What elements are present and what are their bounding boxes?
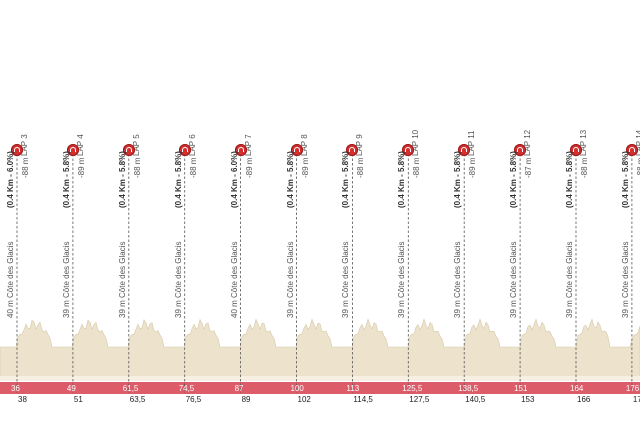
km-top: 89 bbox=[241, 395, 251, 404]
altitude-label: -87 m bbox=[524, 157, 534, 178]
climb-pin-icon bbox=[66, 144, 79, 156]
climb-pin-icon bbox=[514, 144, 527, 156]
climb-stats: (0.4 Km - 5.8%) bbox=[173, 151, 183, 208]
altitude-label: -88 m bbox=[188, 157, 198, 178]
km-start: 100 bbox=[290, 384, 304, 393]
climb-name: 39 m Côte des Glacis bbox=[453, 241, 463, 318]
altitude-label: -89 m bbox=[468, 157, 478, 178]
terrain-profile bbox=[0, 318, 640, 381]
km-start: 36 bbox=[11, 384, 20, 393]
climb-pin-icon bbox=[458, 144, 471, 156]
climb-pin-icon bbox=[11, 144, 23, 156]
altitude-label: -88 m bbox=[21, 157, 30, 178]
km-start: 87 bbox=[234, 384, 244, 393]
climb-stats: (0.4 Km - 5.8%) bbox=[620, 151, 630, 208]
km-top: 102 bbox=[297, 395, 311, 404]
km-top: 38 bbox=[18, 395, 27, 404]
climb-pin-icon bbox=[570, 144, 582, 156]
km-start: 176,5 bbox=[625, 384, 640, 393]
km-top: 114,5 bbox=[353, 395, 373, 404]
km-top: 63,5 bbox=[129, 395, 146, 404]
climb-stats: (0.4 Km - 6.0%) bbox=[229, 151, 239, 208]
climb-pin-icon bbox=[402, 144, 415, 156]
climb-stats: (0.4 Km - 6.0%) bbox=[6, 151, 15, 208]
climb-stats: (0.4 Km - 5.8%) bbox=[285, 151, 295, 208]
terrain-base-strip bbox=[0, 376, 640, 380]
climb-pin-icon bbox=[290, 144, 303, 156]
altitude-label: -88 m bbox=[356, 157, 366, 178]
altitude-label: -89 m bbox=[76, 157, 86, 178]
climb-name: 39 m Côte des Glacis bbox=[173, 241, 183, 318]
climb-stats: (0.4 Km - 5.8%) bbox=[397, 151, 407, 208]
km-start: 113 bbox=[346, 384, 360, 393]
climb-name: 39 m Côte des Glacis bbox=[117, 241, 127, 318]
climb-name: 39 m Côte des Glacis bbox=[285, 241, 295, 318]
climb-stats: (0.4 Km - 5.8%) bbox=[341, 151, 351, 208]
climb-name: 40 m Côte des Glacis bbox=[229, 241, 239, 318]
climb-pin-icon bbox=[346, 144, 359, 156]
km-start: 125,5 bbox=[402, 384, 423, 393]
climb-stats: (0.4 Km - 5.8%) bbox=[61, 151, 71, 208]
km-start: 164 bbox=[570, 384, 584, 393]
climb-pin-icon bbox=[178, 144, 191, 156]
climb-stats: (0.4 Km - 5.8%) bbox=[565, 151, 574, 208]
km-top: 140,5 bbox=[465, 395, 486, 404]
km-start: 74,5 bbox=[178, 384, 195, 393]
climb-pin-icon bbox=[122, 144, 135, 156]
km-start: 49 bbox=[66, 384, 76, 393]
altitude-label: -88 m bbox=[132, 157, 142, 178]
climb-pin-icon bbox=[625, 144, 638, 156]
km-top: 166 bbox=[577, 395, 591, 404]
climb-name: 39 m Côte des Glacis bbox=[509, 241, 519, 318]
climb-stats: (0.4 Km - 5.8%) bbox=[117, 151, 127, 208]
climb-name: 39 m Côte des Glacis bbox=[341, 241, 351, 318]
km-top: 127,5 bbox=[409, 395, 430, 404]
distance-band bbox=[0, 382, 640, 394]
climb-name: 39 m Côte des Glacis bbox=[397, 241, 407, 318]
km-top: 76,5 bbox=[185, 395, 202, 404]
altitude-label: -88 m bbox=[580, 157, 589, 178]
climb-name: 39 m Côte des Glacis bbox=[565, 241, 574, 318]
climb-stats: (0.4 Km - 5.8%) bbox=[509, 151, 519, 208]
km-top: 51 bbox=[73, 395, 83, 404]
altitude-label: -89 m bbox=[300, 157, 310, 178]
climb-stats: (0.4 Km - 5.8%) bbox=[453, 151, 463, 208]
climb-name: 40 m Côte des Glacis bbox=[6, 241, 15, 318]
km-start: 61,5 bbox=[122, 384, 139, 393]
km-start: 151 bbox=[514, 384, 528, 393]
km-top: 153 bbox=[521, 395, 535, 404]
climb-name: 39 m Côte des Glacis bbox=[620, 241, 630, 318]
altitude-label: -88 m bbox=[412, 157, 422, 178]
km-start: 138,5 bbox=[458, 384, 479, 393]
altitude-label: -89 m bbox=[244, 157, 254, 178]
km-top: 178,5 bbox=[632, 395, 640, 404]
altitude-label: -88 m bbox=[635, 158, 640, 178]
climb-name: 39 m Côte des Glacis bbox=[61, 241, 71, 318]
climb-pin-icon bbox=[234, 144, 247, 156]
